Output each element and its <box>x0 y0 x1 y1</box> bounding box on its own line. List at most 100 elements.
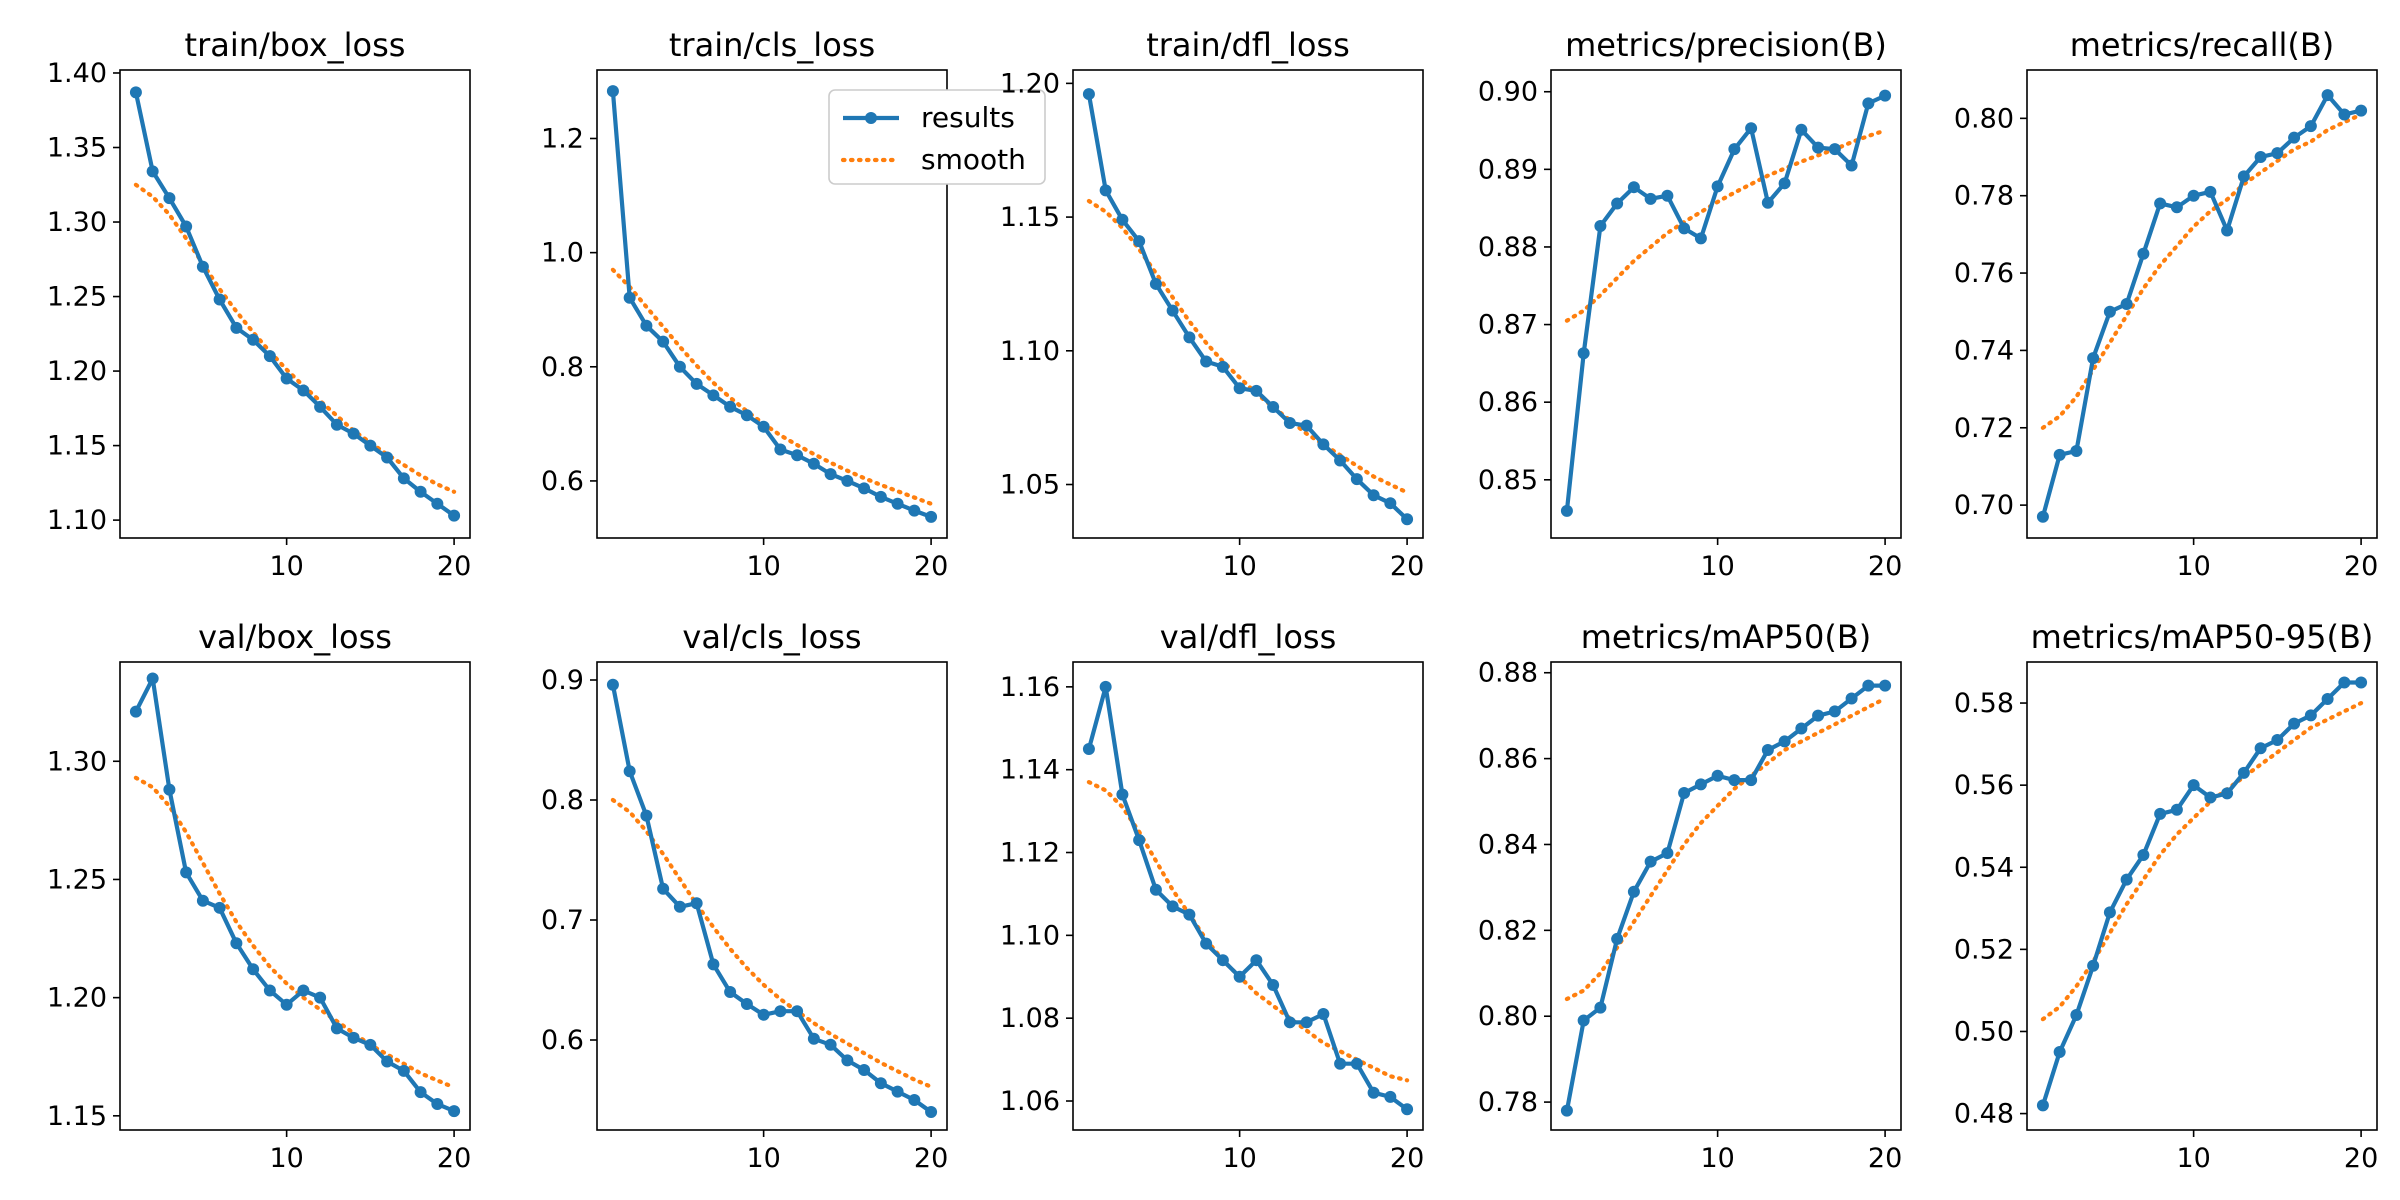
y-tick-label: 1.06 <box>1000 1086 1060 1117</box>
data-point-results <box>381 451 394 464</box>
data-point-results <box>690 377 703 390</box>
data-point-results <box>1678 222 1691 235</box>
y-tick-label: 0.86 <box>1478 387 1538 418</box>
data-point-results <box>1678 786 1691 799</box>
data-point-results <box>606 678 619 691</box>
data-point-results <box>874 490 887 503</box>
data-point-results <box>213 901 226 914</box>
data-point-results <box>2355 104 2368 117</box>
y-tick-label: 0.87 <box>1478 310 1538 341</box>
data-point-results <box>1082 88 1095 101</box>
data-point-results <box>1317 1008 1330 1021</box>
data-point-results <box>1183 908 1196 921</box>
data-point-results <box>1250 954 1263 967</box>
data-point-results <box>1267 400 1280 413</box>
data-point-results <box>1560 1104 1573 1117</box>
data-point-results <box>247 333 260 346</box>
data-point-results <box>1661 847 1674 860</box>
data-point-results <box>1711 769 1724 782</box>
y-tick-label: 0.85 <box>1478 465 1538 496</box>
data-point-results <box>1644 192 1657 205</box>
y-tick-label: 0.74 <box>1954 335 2014 366</box>
data-point-results <box>2170 803 2183 816</box>
data-point-results <box>414 485 427 498</box>
data-point-results <box>841 474 854 487</box>
data-point-results <box>807 457 820 470</box>
data-point-results <box>297 984 310 997</box>
data-point-results <box>1795 123 1808 136</box>
data-point-results <box>1577 1014 1590 1027</box>
y-tick-label: 1.16 <box>1000 672 1060 703</box>
y-tick-label: 0.80 <box>1478 1001 1538 1032</box>
series-line-smooth <box>133 182 457 494</box>
data-point-results <box>2288 717 2301 730</box>
data-point-results <box>1594 220 1607 232</box>
legend-label-smooth: smooth <box>921 143 1026 176</box>
data-point-results <box>1233 970 1246 983</box>
data-point-results <box>2221 787 2234 800</box>
y-tick-label: 0.88 <box>1478 658 1538 689</box>
y-tick-label: 0.58 <box>1954 688 2014 719</box>
subplot-train-cls-loss: train/cls_loss 10 20 0.6 0.8 1.0 1.2 results smo… <box>541 26 1046 582</box>
data-point-results <box>2053 448 2066 461</box>
data-point-results <box>925 1106 938 1118</box>
data-point-results <box>2204 791 2217 804</box>
data-point-results <box>707 958 720 971</box>
subplot-train-dfl-loss: train/dfl_loss 10 20 1.05 1.10 1.15 1.20 <box>1000 26 1424 582</box>
data-point-results <box>263 350 276 363</box>
data-point-results <box>1401 1103 1414 1116</box>
data-point-results <box>2137 247 2150 260</box>
data-point-results <box>1082 742 1095 755</box>
y-tick-label: 1.25 <box>47 864 107 895</box>
y-tick-label: 0.9 <box>541 665 584 696</box>
data-point-results <box>2355 676 2368 689</box>
series-line-smooth <box>610 797 934 1089</box>
data-point-results <box>858 1064 871 1076</box>
y-tick-label: 1.15 <box>47 1101 107 1132</box>
data-point-results <box>2036 510 2049 523</box>
subplot-title: val/box_loss <box>198 618 392 656</box>
data-point-results <box>381 1055 394 1068</box>
data-point-results <box>2288 131 2301 144</box>
data-point-results <box>1711 180 1724 193</box>
x-tick-label: 20 <box>2344 551 2378 582</box>
data-point-results <box>330 1022 343 1035</box>
data-point-results <box>180 220 193 233</box>
x-tick-label: 10 <box>1222 1143 1256 1174</box>
data-point-results <box>196 260 209 273</box>
y-tick-label: 0.8 <box>541 785 584 816</box>
data-point-results <box>1761 196 1774 209</box>
data-point-results <box>2321 89 2334 102</box>
data-point-results <box>230 321 243 334</box>
data-point-results <box>163 783 176 796</box>
y-tick-label: 1.20 <box>47 356 107 387</box>
x-tick-label: 20 <box>1390 551 1424 582</box>
data-point-results <box>1283 1016 1296 1029</box>
data-point-results <box>230 937 243 950</box>
subplot-metrics-map50-95-b-: metrics/mAP50-95(B) 10 20 0.48 0.50 0.52 0.54 0… <box>1954 618 2378 1174</box>
data-point-results <box>724 400 737 413</box>
y-tick-label: 0.48 <box>1954 1099 2014 1130</box>
legend-marker-results <box>865 112 877 124</box>
data-point-results <box>146 672 159 685</box>
data-point-results <box>908 504 921 517</box>
data-point-results <box>1267 979 1280 992</box>
y-tick-label: 0.56 <box>1954 770 2014 801</box>
x-tick-label: 10 <box>746 1143 780 1174</box>
y-tick-label: 1.08 <box>1000 1003 1060 1034</box>
data-point-results <box>397 472 410 485</box>
data-point-results <box>1216 954 1229 967</box>
y-tick-label: 0.6 <box>541 466 584 497</box>
data-point-results <box>448 1105 461 1118</box>
data-point-results <box>2087 352 2100 365</box>
data-point-results <box>364 1038 377 1051</box>
data-point-results <box>891 1085 904 1098</box>
data-point-results <box>1401 513 1414 526</box>
data-point-results <box>431 1098 444 1110</box>
y-tick-label: 0.80 <box>1954 103 2014 134</box>
data-point-results <box>1216 360 1229 373</box>
data-point-results <box>414 1086 427 1099</box>
series-line-smooth <box>1086 779 1410 1083</box>
series-line-smooth <box>2040 112 2364 430</box>
